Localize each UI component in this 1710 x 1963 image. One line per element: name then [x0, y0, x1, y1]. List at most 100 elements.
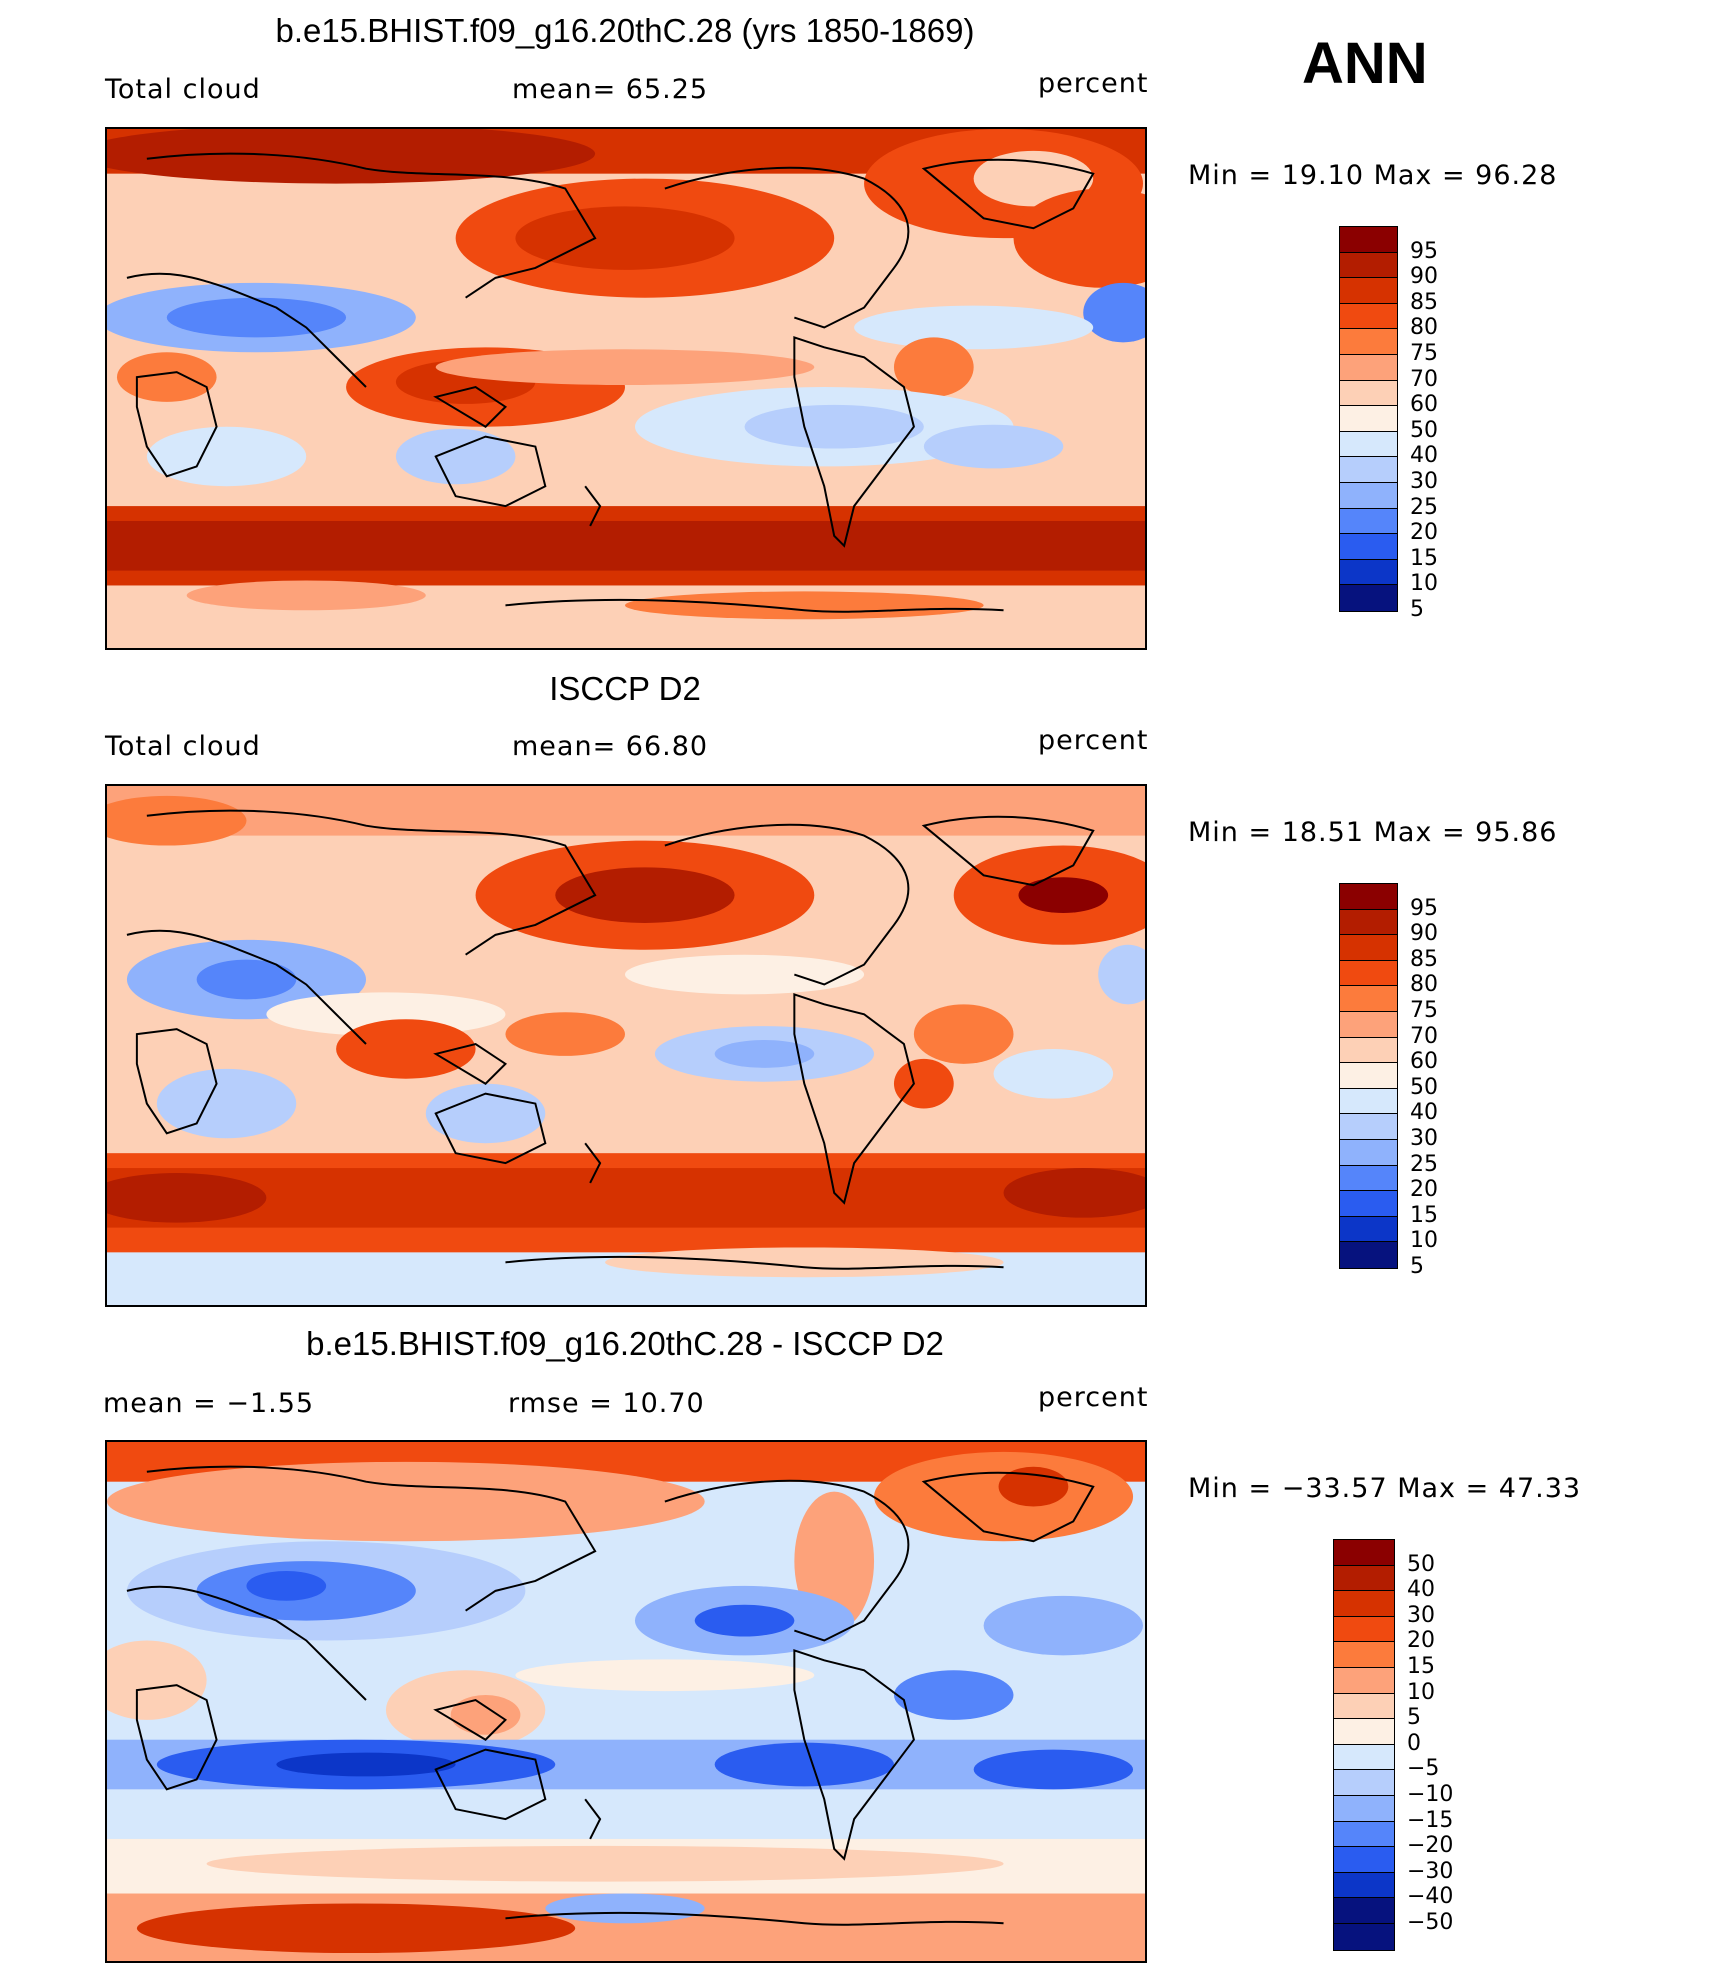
- colorbar-box: [1340, 534, 1397, 560]
- colorbar-box: [1340, 508, 1397, 535]
- colorbar-label: −20: [1407, 1833, 1454, 1859]
- colorbar-box: [1340, 329, 1397, 355]
- colorbar-label: 15: [1410, 1202, 1438, 1228]
- colorbar-box: [1340, 354, 1397, 381]
- colorbar-label: 70: [1410, 1023, 1438, 1049]
- colorbar-box: [1334, 1642, 1394, 1668]
- colorbar-label: 20: [1410, 520, 1438, 546]
- colorbar-box: [1340, 457, 1397, 483]
- season-label: ANN: [1302, 31, 1428, 96]
- colorbar-box: [1334, 1821, 1394, 1848]
- colorbar-box: [1334, 1923, 1394, 1950]
- panel1-map: [105, 127, 1147, 650]
- colorbar-label: 70: [1410, 366, 1438, 392]
- colorbar-label: −40: [1407, 1884, 1454, 1910]
- colorbar-box: [1340, 1063, 1397, 1089]
- colorbar-box: [1340, 1165, 1397, 1192]
- colorbar-box: [1340, 909, 1397, 936]
- colorbar-box: [1334, 1872, 1394, 1899]
- colorbar-label: 10: [1407, 1679, 1435, 1705]
- colorbar-label: 40: [1410, 1100, 1438, 1126]
- colorbar-label: 40: [1410, 443, 1438, 469]
- colorbar-label: 5: [1410, 597, 1424, 622]
- colorbar-box: [1340, 884, 1397, 910]
- colorbar-label: 85: [1410, 946, 1438, 972]
- panel3-map: [105, 1440, 1147, 1963]
- colorbar-label: 60: [1410, 1049, 1438, 1075]
- colorbar-box: [1340, 559, 1397, 586]
- colorbar-label: 30: [1407, 1602, 1435, 1628]
- panel2-title: ISCCP D2: [549, 670, 701, 707]
- panel3-rmse: rmse = 10.70: [508, 1388, 705, 1419]
- colorbar-box: [1334, 1667, 1394, 1694]
- panel1-minmax: Min = 19.10 Max = 96.28: [1188, 160, 1558, 191]
- colorbar-box: [1340, 303, 1397, 330]
- colorbar-label: 95: [1410, 238, 1438, 264]
- colorbar-label: 10: [1410, 571, 1438, 597]
- colorbar-box: [1340, 1114, 1397, 1140]
- panel2-map: [105, 784, 1147, 1307]
- colorbar-box: [1334, 1565, 1394, 1592]
- colorbar-label: −5: [1407, 1756, 1440, 1782]
- colorbar-label: 80: [1410, 315, 1438, 341]
- colorbar-label: 30: [1410, 1126, 1438, 1151]
- colorbar-label: 0: [1407, 1730, 1421, 1756]
- panel2-units: percent: [1038, 725, 1149, 756]
- colorbar-label: 25: [1410, 494, 1438, 520]
- colorbar-box: [1340, 935, 1397, 961]
- colorbar-box: [1334, 1770, 1394, 1796]
- colorbar-label: 75: [1410, 998, 1438, 1023]
- panel2-variable: Total cloud: [105, 731, 261, 762]
- colorbar-label: 30: [1410, 469, 1438, 494]
- colorbar-label: 75: [1410, 341, 1438, 366]
- colorbar-label: 15: [1407, 1654, 1435, 1679]
- colorbar-box: [1340, 227, 1397, 253]
- colorbar-box: [1340, 1088, 1397, 1115]
- colorbar-box: [1334, 1719, 1394, 1745]
- colorbar-box: [1334, 1616, 1394, 1643]
- colorbar-box: [1340, 380, 1397, 407]
- colorbar-box: [1340, 960, 1397, 987]
- colorbar-box: [1340, 1011, 1397, 1038]
- panel3-contour-field: [107, 1442, 1145, 1961]
- panel3-mean: mean = −1.55: [103, 1388, 315, 1419]
- colorbar-label: 50: [1410, 417, 1438, 443]
- colorbar-box: [1334, 1847, 1394, 1873]
- colorbar-box: [1340, 1242, 1397, 1268]
- colorbar-label: 25: [1410, 1151, 1438, 1177]
- colorbar-box: [1340, 585, 1397, 611]
- panel2-minmax: Min = 18.51 Max = 95.86: [1188, 817, 1558, 848]
- colorbar-label: 50: [1410, 1074, 1438, 1100]
- panel3-title: b.e15.BHIST.f09_g16.20thC.28 - ISCCP D2: [306, 1325, 944, 1362]
- panel1-units: percent: [1038, 68, 1149, 99]
- colorbar-box: [1340, 431, 1397, 458]
- colorbar-label: 40: [1407, 1577, 1435, 1603]
- colorbar-label: 95: [1410, 895, 1438, 921]
- colorbar-box: [1340, 986, 1397, 1012]
- colorbar-box: [1334, 1744, 1394, 1771]
- colorbar-label: −30: [1407, 1858, 1454, 1884]
- colorbar-label: −50: [1407, 1910, 1454, 1935]
- panel3-units: percent: [1038, 1382, 1149, 1413]
- colorbar-label: 10: [1410, 1228, 1438, 1254]
- colorbar-label: 90: [1410, 264, 1438, 290]
- colorbar-box: [1340, 252, 1397, 279]
- colorbar-label: 90: [1410, 921, 1438, 947]
- panel1-contour-field: [107, 129, 1145, 648]
- colorbar-box: [1334, 1591, 1394, 1617]
- panel2-colorbar: [1339, 883, 1398, 1269]
- colorbar-box: [1334, 1540, 1394, 1566]
- panel3-colorbar: [1333, 1539, 1395, 1951]
- colorbar-box: [1340, 1216, 1397, 1243]
- colorbar-box: [1340, 1191, 1397, 1217]
- panel3-minmax: Min = −33.57 Max = 47.33: [1188, 1473, 1582, 1504]
- colorbar-label: 20: [1410, 1177, 1438, 1203]
- colorbar-label: 15: [1410, 545, 1438, 571]
- colorbar-label: −10: [1407, 1782, 1454, 1807]
- colorbar-label: 5: [1410, 1254, 1424, 1279]
- colorbar-label: 50: [1407, 1551, 1435, 1577]
- panel1-mean: mean= 65.25: [512, 74, 709, 105]
- colorbar-box: [1340, 406, 1397, 432]
- panel1-variable: Total cloud: [105, 74, 261, 105]
- colorbar-label: 5: [1407, 1705, 1421, 1731]
